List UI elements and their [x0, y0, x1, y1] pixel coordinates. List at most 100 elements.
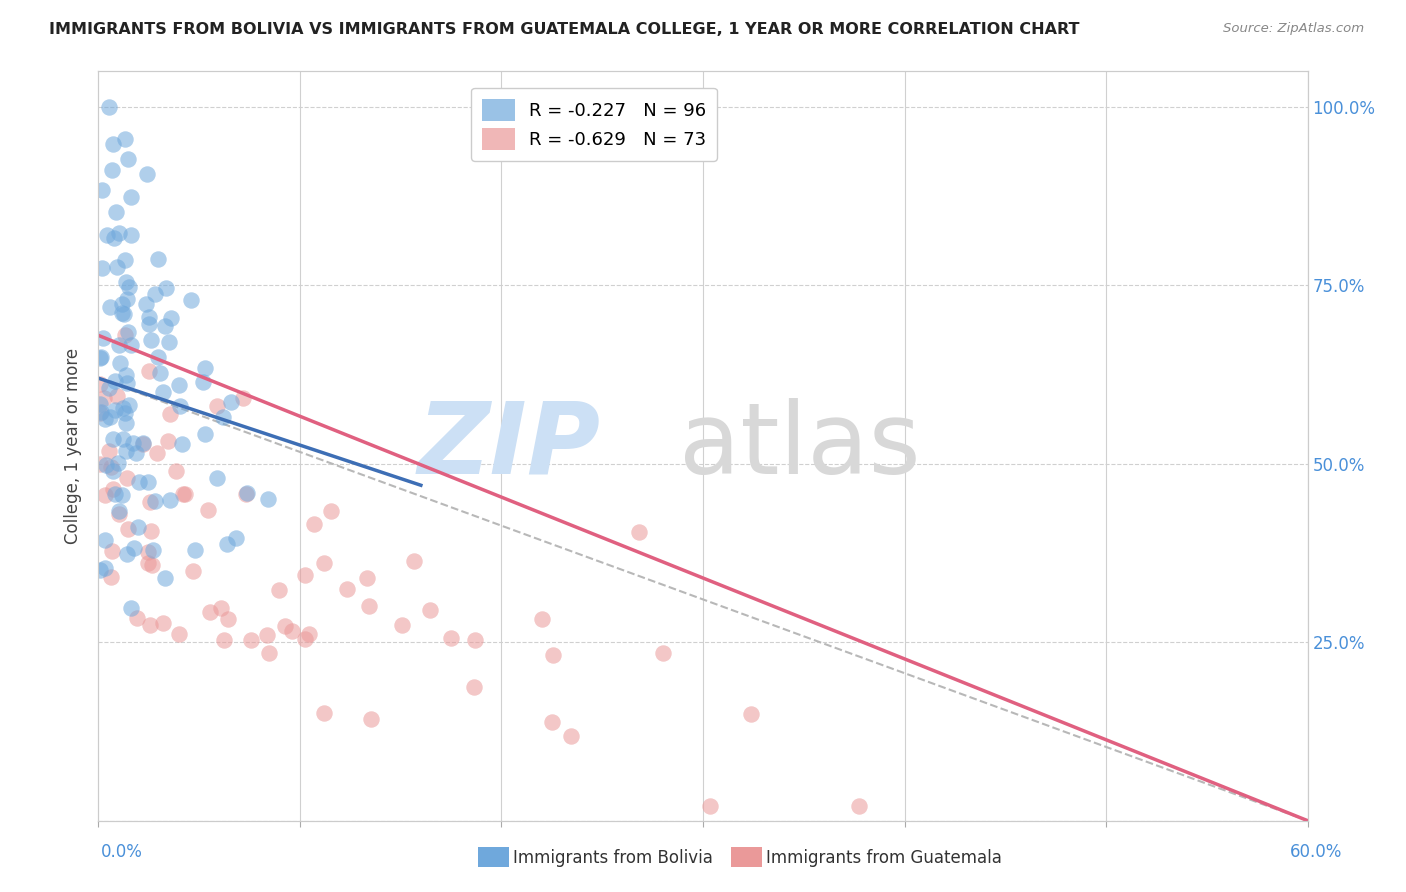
Point — [184, 542, 207, 557]
Point — [848, 799, 870, 814]
Point — [103, 432, 125, 446]
Point — [108, 356, 131, 370]
Point — [319, 504, 342, 518]
Point — [174, 486, 197, 500]
Point — [359, 599, 381, 613]
Point — [120, 228, 142, 243]
Point — [198, 606, 221, 620]
Point — [132, 436, 155, 450]
Point — [336, 582, 359, 597]
Point — [101, 464, 124, 478]
Point — [98, 410, 121, 425]
Point — [236, 485, 259, 500]
Point — [194, 426, 217, 441]
Point — [217, 612, 239, 626]
Point — [314, 556, 336, 570]
Point — [98, 444, 121, 458]
Point — [114, 368, 136, 383]
Point — [699, 799, 721, 814]
Point — [157, 434, 180, 449]
Point — [117, 522, 139, 536]
Point — [143, 286, 166, 301]
Point — [294, 568, 316, 582]
Point — [93, 391, 115, 405]
Point — [90, 183, 112, 197]
Point — [256, 628, 278, 642]
Point — [139, 618, 162, 632]
Text: ZIP: ZIP — [418, 398, 600, 494]
Point — [205, 471, 228, 485]
Point — [167, 626, 190, 640]
Point — [136, 545, 159, 559]
Point — [115, 470, 138, 484]
Point — [138, 495, 160, 509]
Point — [145, 494, 167, 508]
Legend: R = -0.227   N = 96, R = -0.629   N = 73: R = -0.227 N = 96, R = -0.629 N = 73 — [471, 88, 717, 161]
Point — [108, 338, 131, 352]
Text: 60.0%: 60.0% — [1291, 843, 1343, 861]
Point — [107, 504, 129, 518]
Point — [169, 399, 191, 413]
Point — [89, 406, 111, 420]
Point — [148, 252, 170, 266]
Text: atlas: atlas — [679, 398, 921, 494]
Point — [209, 600, 232, 615]
Point — [194, 360, 217, 375]
Point — [97, 381, 120, 395]
Point — [121, 436, 143, 450]
Point — [138, 364, 160, 378]
Point — [256, 491, 278, 506]
Point — [212, 632, 235, 647]
Point — [98, 300, 121, 314]
Point — [105, 389, 128, 403]
Point — [136, 475, 159, 490]
Point — [402, 554, 425, 568]
Point — [101, 544, 124, 558]
Point — [170, 436, 193, 450]
Point — [172, 487, 194, 501]
Point — [267, 582, 290, 597]
Point — [159, 311, 181, 326]
Point — [114, 406, 136, 420]
Point — [101, 163, 124, 178]
Text: Immigrants from Guatemala: Immigrants from Guatemala — [766, 849, 1002, 867]
Point — [120, 601, 142, 615]
Point — [205, 399, 228, 413]
Point — [138, 317, 160, 331]
Point — [136, 556, 159, 570]
Point — [114, 444, 136, 458]
Point — [125, 611, 148, 625]
Point — [132, 437, 155, 451]
Point — [117, 325, 139, 339]
Point — [118, 280, 141, 294]
Point — [314, 706, 336, 720]
Point — [627, 525, 650, 540]
Point — [114, 328, 136, 343]
Point — [100, 570, 122, 584]
Point — [181, 565, 204, 579]
Point — [180, 293, 202, 308]
Point — [141, 524, 163, 539]
Point — [356, 571, 378, 585]
Point — [105, 260, 128, 275]
Point — [153, 571, 176, 585]
Point — [530, 612, 553, 626]
Point — [89, 563, 111, 577]
Point — [419, 603, 441, 617]
Point — [115, 416, 138, 430]
Point — [94, 488, 117, 502]
Point — [104, 375, 127, 389]
Point — [135, 297, 157, 311]
Point — [91, 331, 114, 345]
Point — [107, 456, 129, 470]
Point — [125, 446, 148, 460]
Point — [103, 231, 125, 245]
Point — [120, 190, 142, 204]
Point — [159, 492, 181, 507]
Point — [149, 367, 172, 381]
Point — [93, 561, 115, 575]
Point — [138, 310, 160, 325]
Point — [464, 633, 486, 648]
Point — [104, 403, 127, 417]
Point — [165, 464, 187, 478]
